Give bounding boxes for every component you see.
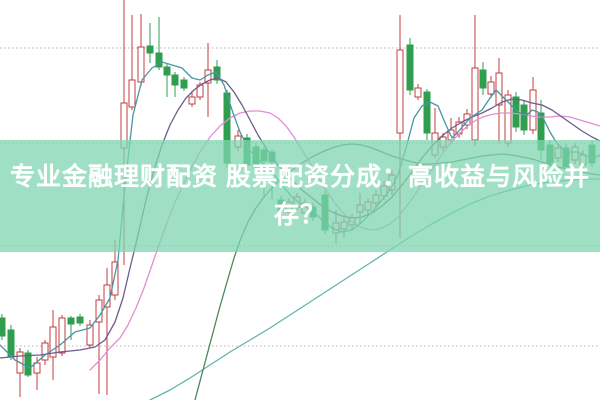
headline-banner: 专业金融理财配资 股票配资分成：高收益与风险并存？ — [0, 140, 600, 252]
headline-text: 专业金融理财配资 股票配资分成：高收益与风险并存？ — [10, 163, 590, 229]
